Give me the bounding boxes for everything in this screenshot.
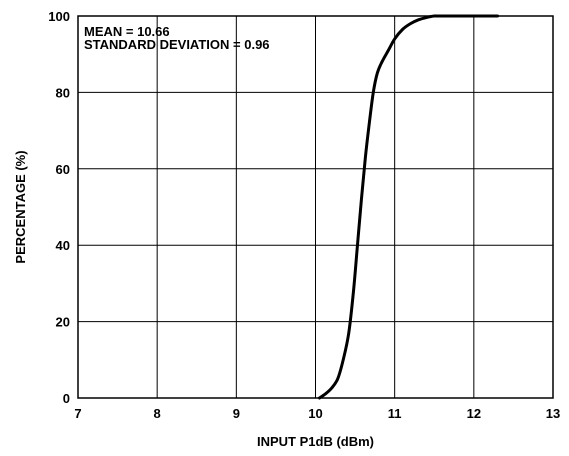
grid <box>78 16 553 398</box>
y-axis-title: PERCENTAGE (%) <box>13 150 28 263</box>
y-tick-label: 100 <box>48 9 70 24</box>
y-tick-label: 40 <box>56 238 70 253</box>
std-dev-annotation: STANDARD DEVIATION = 0.96 <box>84 37 270 52</box>
x-tick-label: 11 <box>388 406 402 421</box>
plot-frame <box>77 15 554 399</box>
tick-labels: 7 8 9 10 11 12 13 0 20 40 60 80 100 <box>48 9 560 421</box>
y-tick-label: 0 <box>63 391 70 406</box>
y-tick-label: 20 <box>56 315 70 330</box>
x-tick-label: 10 <box>308 406 322 421</box>
x-tick-label: 13 <box>546 406 560 421</box>
y-tick-label: 80 <box>56 85 70 100</box>
mean-annotation: MEAN = 10.66 <box>84 24 170 39</box>
y-tick-label: 60 <box>56 162 70 177</box>
x-tick-label: 7 <box>74 406 81 421</box>
x-tick-label: 8 <box>154 406 161 421</box>
cdf-curve <box>317 14 500 400</box>
x-axis-title: INPUT P1dB (dBm) <box>257 434 374 449</box>
x-tick-label: 12 <box>467 406 481 421</box>
x-tick-label: 9 <box>233 406 240 421</box>
